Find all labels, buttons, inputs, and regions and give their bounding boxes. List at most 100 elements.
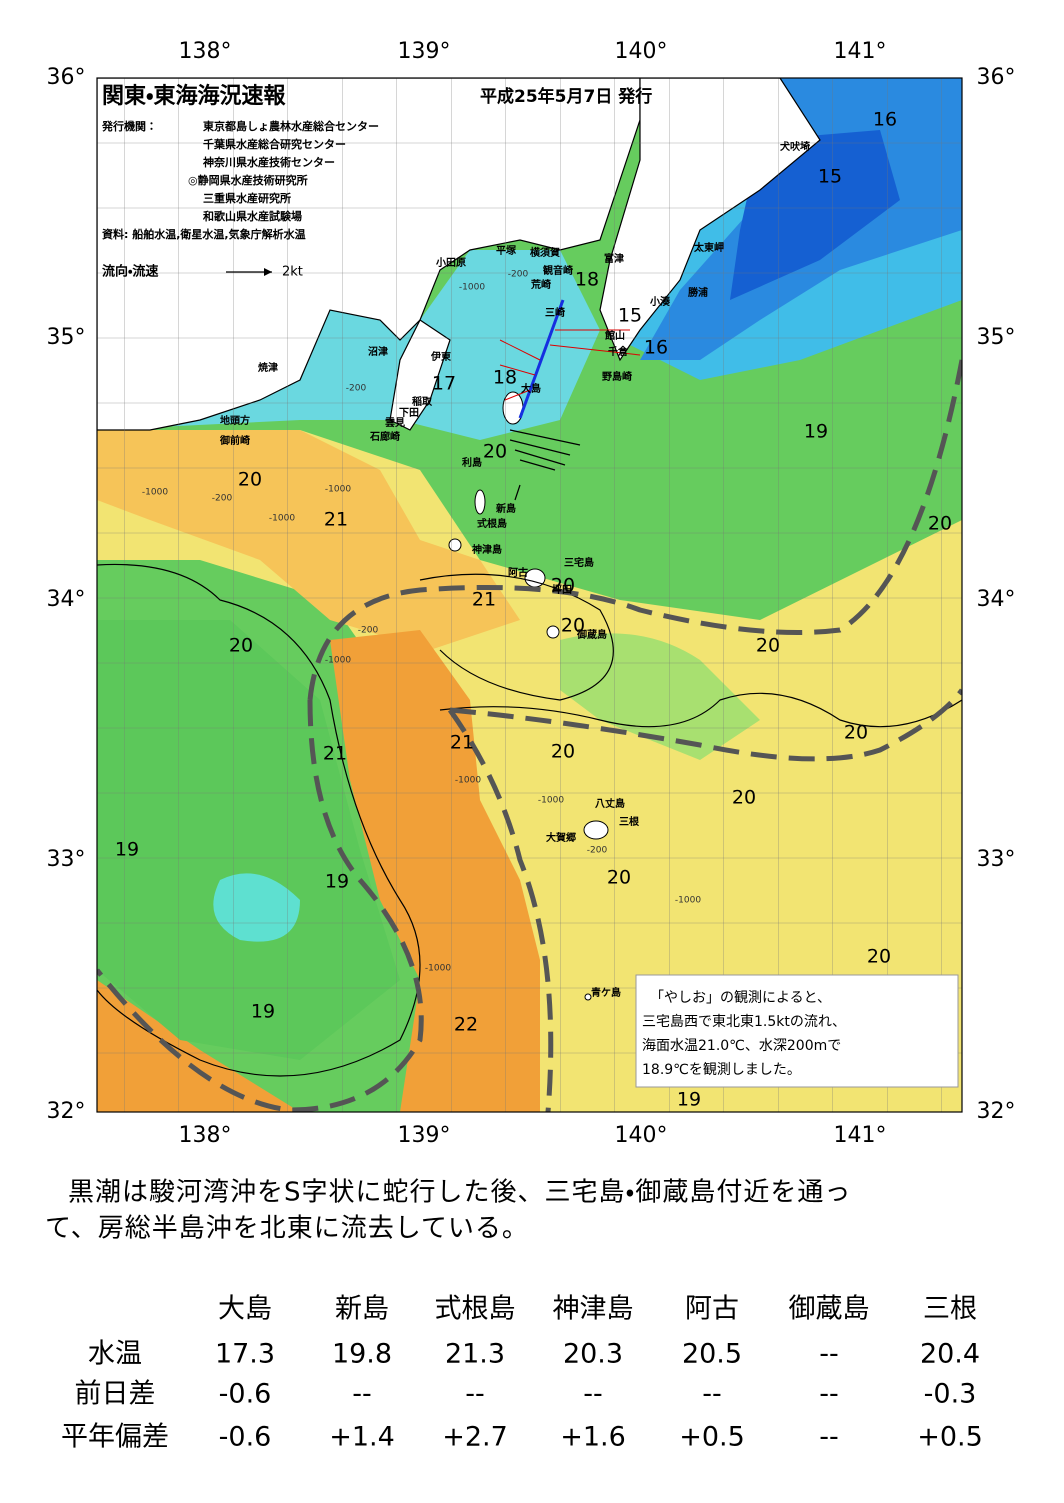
temperature-label: 18 bbox=[493, 367, 517, 389]
land bbox=[97, 78, 641, 431]
ship-track bbox=[518, 299, 565, 419]
place-name: 館山 bbox=[604, 329, 625, 342]
table-cell: 20.5 bbox=[682, 1339, 742, 1370]
axes: 138° 138° 139° 139° 140° 140° 141° 141° 36° 36° 35… bbox=[47, 39, 1016, 1148]
lat-label: 36° bbox=[47, 65, 86, 90]
lat-label: 35° bbox=[977, 325, 1016, 350]
lon-label: 141° bbox=[834, 39, 887, 64]
depth-label: -200 bbox=[508, 270, 529, 280]
lon-label: 140° bbox=[615, 39, 668, 64]
table-cell: -- bbox=[352, 1379, 372, 1410]
place-name: 八丈島 bbox=[595, 797, 625, 810]
island bbox=[584, 993, 592, 1001]
table-cell: -- bbox=[702, 1379, 722, 1410]
kuroshio-core bbox=[97, 980, 300, 1112]
summary-line: て、房総半島沖を北東に流去している。 bbox=[45, 1214, 529, 1244]
depth-label: -1000 bbox=[269, 514, 295, 524]
temperature-label: 20 bbox=[561, 615, 585, 637]
island bbox=[583, 820, 609, 840]
temperature-label: 20 bbox=[928, 513, 952, 535]
title: 関東・東海海況速報 bbox=[102, 83, 286, 109]
lat-label: 33° bbox=[977, 847, 1016, 872]
temperature-label: 21 bbox=[450, 732, 474, 754]
depth-label: -1000 bbox=[325, 656, 351, 666]
current-vectors bbox=[499, 329, 641, 401]
temperature-label: 20 bbox=[483, 441, 507, 463]
table-cell: -- bbox=[583, 1379, 603, 1410]
place-name: 下田 bbox=[399, 407, 419, 419]
table-cell: 20.4 bbox=[920, 1339, 980, 1370]
lat-label: 32° bbox=[977, 1099, 1016, 1124]
table-header: 式根島 bbox=[435, 1294, 516, 1325]
kuroshio-axis bbox=[307, 359, 962, 701]
lon-label: 138° bbox=[179, 1123, 232, 1148]
temperature-label: 19 bbox=[251, 1001, 275, 1023]
temperature-label: 19 bbox=[325, 871, 349, 893]
contour bbox=[419, 573, 614, 701]
table-header: 御蔵島 bbox=[789, 1294, 870, 1325]
legend-label: 流向・流速 bbox=[102, 264, 158, 280]
temperature-label: 16 bbox=[873, 109, 897, 131]
place-name: 野島崎 bbox=[602, 370, 632, 383]
kuroshio-axis bbox=[449, 688, 962, 762]
note-line: 三宅島西で東北東1.5ktの流れ、 bbox=[642, 1014, 846, 1030]
legend-speed: 2kt bbox=[282, 265, 303, 280]
lon-label: 141° bbox=[834, 1123, 887, 1148]
place-name: 千倉 bbox=[608, 345, 629, 358]
temperature-label: 18 bbox=[575, 269, 599, 291]
temperature-label: 21 bbox=[472, 589, 496, 611]
place-name: 犬吠埼 bbox=[780, 140, 810, 153]
issuer-label: 発行機関： bbox=[101, 119, 157, 133]
temperature-label: 15 bbox=[618, 305, 642, 327]
summary: 黒潮は駿河湾沖をS字状に蛇行した後、三宅島・御蔵島付近を通って、房総半島沖を北東… bbox=[45, 1178, 850, 1244]
table-header: 大島 bbox=[218, 1294, 272, 1325]
note-line: 18.9℃を観測しました。 bbox=[642, 1062, 801, 1078]
table-cell: -0.6 bbox=[219, 1379, 272, 1410]
place-name: 地頭方 bbox=[220, 414, 250, 427]
depth-label: -1000 bbox=[325, 485, 351, 495]
depth-label: -1000 bbox=[538, 796, 564, 806]
issuer: ◎静岡県水産技術研究所 bbox=[188, 173, 308, 187]
place-name: 観音崎 bbox=[543, 264, 573, 277]
lon-label: 140° bbox=[615, 1123, 668, 1148]
temperature-label: 20 bbox=[732, 787, 756, 809]
table-cell: -0.3 bbox=[924, 1379, 977, 1410]
note-line: 海面水温21.0℃、水深200mで bbox=[642, 1038, 841, 1054]
note: 「やしお」の観測によると、三宅島西で東北東1.5ktの流れ、海面水温21.0℃、… bbox=[642, 990, 846, 1078]
table-header: 三根 bbox=[923, 1294, 977, 1325]
table-cell: +0.5 bbox=[679, 1422, 745, 1453]
temperature-label: 19 bbox=[804, 421, 828, 443]
place-name: 沼津 bbox=[368, 345, 388, 358]
issuer: 和歌山県水産試験場 bbox=[203, 209, 302, 223]
grid bbox=[97, 78, 962, 1112]
temperature-label: 17 bbox=[432, 373, 456, 395]
warm-water bbox=[97, 430, 962, 1112]
contour bbox=[97, 563, 421, 1077]
place-name: 青ケ島 bbox=[591, 986, 621, 999]
lat-label: 32° bbox=[47, 1099, 86, 1124]
cool-water bbox=[97, 620, 400, 1060]
lat-label: 36° bbox=[977, 65, 1016, 90]
temperature-label: 15 bbox=[818, 166, 842, 188]
place-name: 勝浦 bbox=[688, 286, 708, 299]
place-name: 神津島 bbox=[471, 543, 502, 556]
depth-label: -1000 bbox=[425, 964, 451, 974]
issuer: 三重県水産研究所 bbox=[203, 191, 291, 205]
place-name: 伊東 bbox=[430, 350, 451, 363]
table-cell: -- bbox=[819, 1339, 839, 1370]
temperature-label: 16 bbox=[644, 337, 668, 359]
table-header: 新島 bbox=[335, 1294, 389, 1325]
depth-label: -200 bbox=[358, 626, 379, 636]
table-header: 阿古 bbox=[685, 1294, 739, 1325]
depth-label: -200 bbox=[587, 846, 608, 856]
place-name: 横須賀 bbox=[530, 246, 560, 259]
cool-water bbox=[560, 633, 760, 760]
place-name: 御前崎 bbox=[219, 434, 250, 447]
table-cell: 20.3 bbox=[563, 1339, 623, 1370]
current-vectors bbox=[509, 429, 581, 501]
contour bbox=[439, 692, 962, 728]
